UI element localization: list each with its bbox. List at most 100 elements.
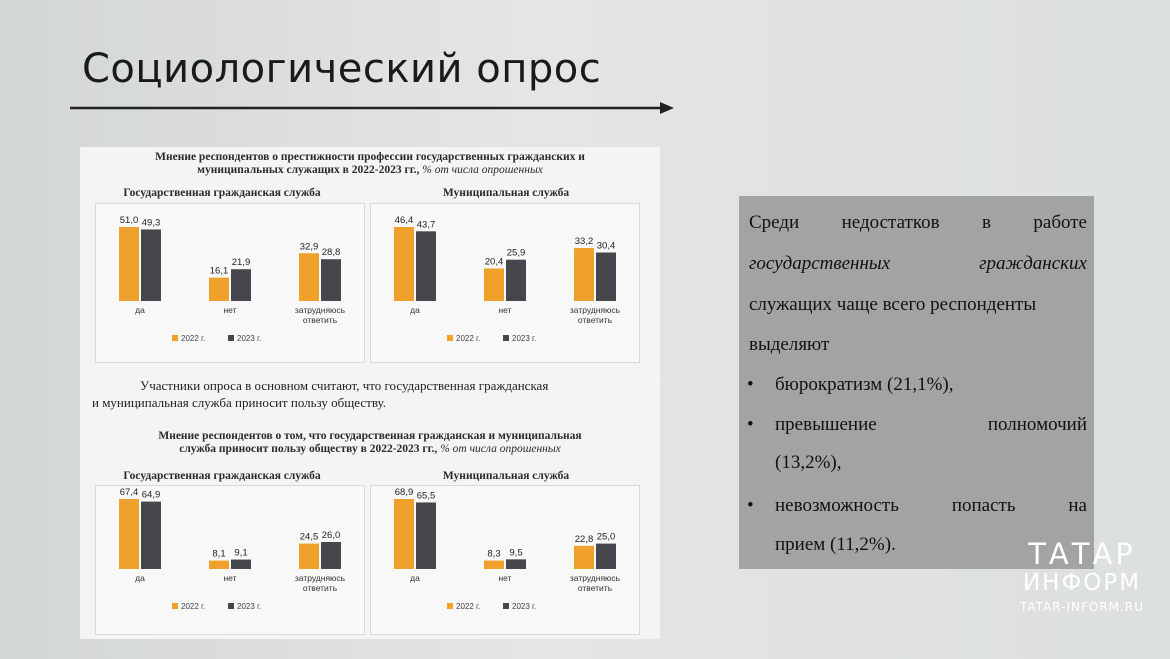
charts-panel: Мнение респондентов о престижности профе… (80, 147, 660, 639)
findings-line2: государственных гражданских (749, 253, 1087, 275)
tatar-inform-logo: ТАТАР ИНФОРМ TATAR-INFORM.RU (1018, 538, 1146, 614)
value-label: 24,5 (300, 532, 319, 543)
value-label: 21,9 (232, 257, 251, 268)
category-label: да (410, 573, 420, 583)
chart4-title: Муниципальная служба (442, 470, 570, 482)
bullet-word: невозможность (775, 495, 899, 516)
legend-swatch (228, 603, 234, 609)
findings-word: гражданских (979, 253, 1087, 274)
category-label: затрудняюсь (295, 573, 346, 583)
chart-frame (370, 485, 640, 635)
value-label: 46,4 (395, 215, 414, 226)
value-label: 25,9 (507, 248, 526, 259)
category-label: ответить (578, 315, 613, 325)
survey-paragraph: Участники опроса в основном считают, что… (92, 377, 652, 411)
bar-2023 (506, 259, 526, 301)
legend-swatch (172, 603, 178, 609)
bar-2022 (574, 248, 594, 301)
top-heading-text: муниципальных служащих в 2022-2023 гг., (197, 164, 420, 176)
bar-2023 (416, 502, 436, 569)
logo-url: TATAR-INFORM.RU (1020, 600, 1144, 614)
legend-swatch (503, 335, 509, 341)
findings-textbox: Среди недостатков в работе государственн… (739, 196, 1094, 569)
legend-swatch (228, 335, 234, 341)
bar-2022 (394, 227, 414, 301)
value-label: 64,9 (142, 490, 161, 501)
legend-label: 2022 г. (456, 334, 480, 343)
bar-2022 (119, 499, 139, 569)
bottom-heading-note: % от числа опрошенных (440, 443, 561, 455)
chart3-state-benefit: 67,4 64,9 да 8,1 9,1 нет 24,5 26,0 затрудняюсьот… (95, 485, 365, 635)
value-label: 33,2 (575, 236, 594, 247)
bullet-access-line1: невозможность попасть на (775, 495, 1087, 517)
category-label: да (135, 573, 145, 583)
findings-line1: Среди недостатков в работе (749, 212, 1087, 234)
value-label: 49,3 (142, 217, 161, 228)
findings-word: недостатков (841, 212, 940, 233)
top-heading-note: % от числа опрошенных (422, 164, 543, 176)
category-label: ответить (303, 315, 338, 325)
paragraph-line2: и муниципальная служба приносит пользу о… (92, 395, 386, 410)
value-label: 26,0 (322, 530, 341, 541)
legend-swatch (172, 335, 178, 341)
chart2-municipal-prestige: 46,4 43,7 да 20,425,9 нет 33,2 30,4 затрудняюсь… (370, 203, 640, 363)
bullet-bureaucracy: бюрократизм (21,1%), (775, 374, 954, 395)
legend-label: 2023 г. (512, 334, 536, 343)
bar-2023 (141, 229, 161, 301)
value-label: 16,1 (210, 266, 229, 277)
chart3-title: Государственная гражданская служба (123, 470, 321, 482)
top-heading: Мнение респондентов о престижности профе… (80, 151, 660, 177)
value-label: 30,4 (597, 241, 616, 252)
bottom-heading-text: служба приносит пользу обществу в 2022-2… (179, 443, 438, 455)
top-heading-line2: муниципальных служащих в 2022-2023 гг., … (80, 164, 660, 177)
bottom-heading-line2: служба приносит пользу обществу в 2022-2… (80, 443, 660, 456)
bullet-word: на (1068, 495, 1087, 516)
category-label: да (135, 305, 145, 315)
value-label: 65,5 (417, 490, 436, 501)
bar-2023 (321, 541, 341, 569)
bar-2022 (119, 227, 139, 301)
chart1-state-prestige: 51,0 49,3 да 16,121,9 нет 32,928,8 затрудняюсь… (95, 203, 365, 363)
category-label: затрудняюсь (295, 305, 346, 315)
value-label: 20,4 (485, 256, 504, 267)
bar-2023 (231, 559, 251, 569)
bar-2023 (321, 259, 341, 301)
legend-swatch (503, 603, 509, 609)
legend-swatch (447, 603, 453, 609)
bottom-heading: Мнение респондентов о том, что государст… (80, 430, 660, 456)
value-label: 8,1 (212, 549, 225, 560)
chart-frame (95, 485, 365, 635)
bar-2022 (209, 560, 229, 569)
legend-label: 2022 г. (456, 602, 480, 611)
legend-swatch (447, 335, 453, 341)
value-label: 32,9 (300, 241, 319, 252)
bullet-point: • (747, 374, 754, 395)
findings-word: Среди (749, 212, 800, 233)
bullet-point: • (747, 414, 754, 435)
category-label: ответить (303, 583, 338, 593)
bottom-heading-line1: Мнение респондентов о том, что государст… (158, 430, 582, 442)
bar-2022 (484, 268, 504, 301)
value-label: 22,8 (575, 534, 594, 545)
category-label: нет (498, 305, 511, 315)
category-label: затрудняюсь (570, 305, 621, 315)
title-arrow (70, 102, 674, 114)
value-label: 8,3 (487, 549, 500, 560)
findings-word: в (982, 212, 991, 233)
chart2-title: Муниципальная служба (442, 187, 570, 199)
category-label: нет (498, 573, 511, 583)
value-label: 25,0 (597, 532, 616, 543)
category-label: нет (223, 573, 236, 583)
bullet-abuse-line1: превышение полномочий (775, 414, 1087, 436)
bar-2023 (596, 543, 616, 569)
bullet-point: • (747, 495, 754, 516)
bar-2022 (299, 543, 319, 569)
chart-frame (95, 203, 365, 363)
value-label: 67,4 (120, 487, 139, 498)
category-label: затрудняюсь (570, 573, 621, 583)
findings-word: работе (1033, 212, 1087, 233)
value-label: 68,9 (395, 487, 414, 498)
chart4-municipal-benefit: 68,9 65,5 да 8,3 9,5 нет 22,8 25,0 затрудняюсьот… (370, 485, 640, 635)
bar-2022 (394, 499, 414, 569)
top-heading-line1: Мнение респондентов о престижности профе… (155, 151, 585, 163)
